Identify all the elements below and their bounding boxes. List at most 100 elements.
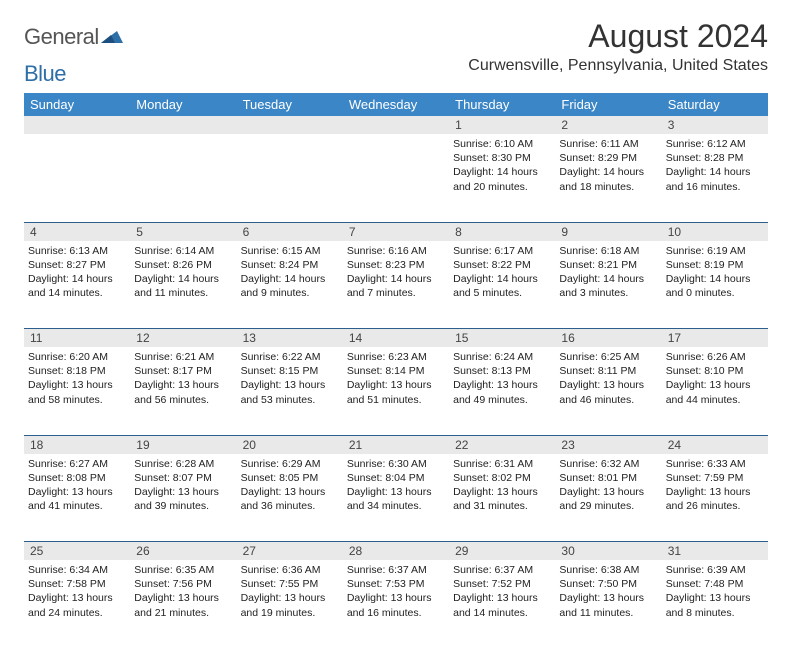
day-cell: Sunrise: 6:15 AMSunset: 8:24 PMDaylight:… — [237, 241, 343, 329]
sunset-text: Sunset: 7:59 PM — [666, 471, 764, 485]
day-cell: Sunrise: 6:22 AMSunset: 8:15 PMDaylight:… — [237, 347, 343, 435]
daylight-text: Daylight: 14 hours and 16 minutes. — [666, 165, 764, 193]
day-number-row: 11121314151617 — [24, 329, 768, 348]
day-cell: Sunrise: 6:14 AMSunset: 8:26 PMDaylight:… — [130, 241, 236, 329]
day-cell — [130, 134, 236, 222]
day-cell: Sunrise: 6:25 AMSunset: 8:11 PMDaylight:… — [555, 347, 661, 435]
sunrise-text: Sunrise: 6:25 AM — [559, 350, 657, 364]
daylight-text: Daylight: 13 hours and 44 minutes. — [666, 378, 764, 406]
day-cell — [343, 134, 449, 222]
day-cell: Sunrise: 6:36 AMSunset: 7:55 PMDaylight:… — [237, 560, 343, 648]
day-details: Sunrise: 6:33 AMSunset: 7:59 PMDaylight:… — [666, 457, 764, 514]
day-cell: Sunrise: 6:21 AMSunset: 8:17 PMDaylight:… — [130, 347, 236, 435]
day-number: 1 — [449, 116, 555, 134]
daylight-text: Daylight: 14 hours and 11 minutes. — [134, 272, 232, 300]
day-content-row: Sunrise: 6:10 AMSunset: 8:30 PMDaylight:… — [24, 134, 768, 222]
sunrise-text: Sunrise: 6:16 AM — [347, 244, 445, 258]
daylight-text: Daylight: 14 hours and 3 minutes. — [559, 272, 657, 300]
day-number: 16 — [555, 329, 661, 348]
sunrise-text: Sunrise: 6:22 AM — [241, 350, 339, 364]
day-details: Sunrise: 6:39 AMSunset: 7:48 PMDaylight:… — [666, 563, 764, 620]
day-number-row: 123 — [24, 116, 768, 134]
sunset-text: Sunset: 7:52 PM — [453, 577, 551, 591]
day-number — [343, 116, 449, 134]
sunset-text: Sunset: 8:24 PM — [241, 258, 339, 272]
day-details: Sunrise: 6:26 AMSunset: 8:10 PMDaylight:… — [666, 350, 764, 407]
day-number: 4 — [24, 222, 130, 241]
sunrise-text: Sunrise: 6:37 AM — [453, 563, 551, 577]
day-number: 30 — [555, 542, 661, 561]
day-cell — [237, 134, 343, 222]
day-cell: Sunrise: 6:37 AMSunset: 7:52 PMDaylight:… — [449, 560, 555, 648]
day-cell: Sunrise: 6:23 AMSunset: 8:14 PMDaylight:… — [343, 347, 449, 435]
day-content-row: Sunrise: 6:34 AMSunset: 7:58 PMDaylight:… — [24, 560, 768, 648]
brand-logo: General — [24, 24, 123, 50]
day-number: 17 — [662, 329, 768, 348]
day-cell: Sunrise: 6:38 AMSunset: 7:50 PMDaylight:… — [555, 560, 661, 648]
sunset-text: Sunset: 8:02 PM — [453, 471, 551, 485]
day-number: 3 — [662, 116, 768, 134]
sunrise-text: Sunrise: 6:17 AM — [453, 244, 551, 258]
sunset-text: Sunset: 8:29 PM — [559, 151, 657, 165]
sunrise-text: Sunrise: 6:26 AM — [666, 350, 764, 364]
day-number: 21 — [343, 435, 449, 454]
daylight-text: Daylight: 13 hours and 49 minutes. — [453, 378, 551, 406]
day-details: Sunrise: 6:22 AMSunset: 8:15 PMDaylight:… — [241, 350, 339, 407]
day-cell: Sunrise: 6:34 AMSunset: 7:58 PMDaylight:… — [24, 560, 130, 648]
day-content-row: Sunrise: 6:13 AMSunset: 8:27 PMDaylight:… — [24, 241, 768, 329]
sunset-text: Sunset: 8:13 PM — [453, 364, 551, 378]
day-number: 14 — [343, 329, 449, 348]
sunset-text: Sunset: 8:21 PM — [559, 258, 657, 272]
day-number: 22 — [449, 435, 555, 454]
sunset-text: Sunset: 8:15 PM — [241, 364, 339, 378]
location-subtitle: Curwensville, Pennsylvania, United State… — [468, 57, 768, 75]
sunrise-text: Sunrise: 6:34 AM — [28, 563, 126, 577]
day-number: 8 — [449, 222, 555, 241]
daylight-text: Daylight: 14 hours and 14 minutes. — [28, 272, 126, 300]
weekday-header: Tuesday — [237, 93, 343, 116]
day-cell: Sunrise: 6:24 AMSunset: 8:13 PMDaylight:… — [449, 347, 555, 435]
sunset-text: Sunset: 8:07 PM — [134, 471, 232, 485]
day-cell: Sunrise: 6:31 AMSunset: 8:02 PMDaylight:… — [449, 454, 555, 542]
day-number: 12 — [130, 329, 236, 348]
day-details: Sunrise: 6:37 AMSunset: 7:53 PMDaylight:… — [347, 563, 445, 620]
daylight-text: Daylight: 13 hours and 14 minutes. — [453, 591, 551, 619]
sunset-text: Sunset: 7:56 PM — [134, 577, 232, 591]
sunset-text: Sunset: 8:22 PM — [453, 258, 551, 272]
daylight-text: Daylight: 13 hours and 11 minutes. — [559, 591, 657, 619]
day-cell — [24, 134, 130, 222]
day-details: Sunrise: 6:11 AMSunset: 8:29 PMDaylight:… — [559, 137, 657, 194]
day-number: 24 — [662, 435, 768, 454]
weekday-header: Friday — [555, 93, 661, 116]
daylight-text: Daylight: 13 hours and 51 minutes. — [347, 378, 445, 406]
day-number: 28 — [343, 542, 449, 561]
day-cell: Sunrise: 6:19 AMSunset: 8:19 PMDaylight:… — [662, 241, 768, 329]
sunset-text: Sunset: 7:50 PM — [559, 577, 657, 591]
day-number: 19 — [130, 435, 236, 454]
sunrise-text: Sunrise: 6:15 AM — [241, 244, 339, 258]
day-details: Sunrise: 6:12 AMSunset: 8:28 PMDaylight:… — [666, 137, 764, 194]
day-number — [24, 116, 130, 134]
sunrise-text: Sunrise: 6:28 AM — [134, 457, 232, 471]
daylight-text: Daylight: 13 hours and 46 minutes. — [559, 378, 657, 406]
title-block: August 2024 Curwensville, Pennsylvania, … — [468, 18, 768, 75]
day-number: 7 — [343, 222, 449, 241]
day-number: 25 — [24, 542, 130, 561]
sunset-text: Sunset: 8:10 PM — [666, 364, 764, 378]
sunrise-text: Sunrise: 6:27 AM — [28, 457, 126, 471]
sunrise-text: Sunrise: 6:29 AM — [241, 457, 339, 471]
sunset-text: Sunset: 8:26 PM — [134, 258, 232, 272]
sunset-text: Sunset: 8:18 PM — [28, 364, 126, 378]
sunrise-text: Sunrise: 6:10 AM — [453, 137, 551, 151]
sunrise-text: Sunrise: 6:33 AM — [666, 457, 764, 471]
weekday-header: Wednesday — [343, 93, 449, 116]
day-cell: Sunrise: 6:17 AMSunset: 8:22 PMDaylight:… — [449, 241, 555, 329]
day-details: Sunrise: 6:37 AMSunset: 7:52 PMDaylight:… — [453, 563, 551, 620]
daylight-text: Daylight: 14 hours and 20 minutes. — [453, 165, 551, 193]
daylight-text: Daylight: 13 hours and 26 minutes. — [666, 485, 764, 513]
day-details: Sunrise: 6:17 AMSunset: 8:22 PMDaylight:… — [453, 244, 551, 301]
weekday-header-row: Sunday Monday Tuesday Wednesday Thursday… — [24, 93, 768, 116]
day-cell: Sunrise: 6:11 AMSunset: 8:29 PMDaylight:… — [555, 134, 661, 222]
day-number-row: 45678910 — [24, 222, 768, 241]
daylight-text: Daylight: 13 hours and 29 minutes. — [559, 485, 657, 513]
